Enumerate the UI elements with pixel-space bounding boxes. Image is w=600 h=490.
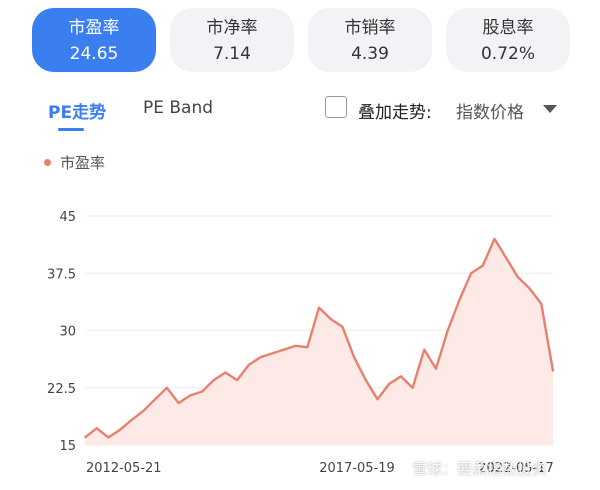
x-tick-label: 2017-05-19 [319,461,395,476]
pe-point [540,303,543,305]
active-tab-underline [58,128,84,131]
legend-marker [44,159,51,166]
pe-point [376,398,379,400]
watermark: 雪球：要柔指数投资 [412,460,548,478]
metric-value: 7.14 [213,44,251,64]
metric-value: 4.39 [351,44,389,64]
pe-point [142,409,145,412]
legend-label: 市盈率 [60,154,106,172]
metric-value: 24.65 [69,44,119,64]
chevron-down-icon[interactable] [543,105,557,113]
pe-point [154,398,156,400]
metric-label: 市净率 [206,18,258,38]
pe-point [400,375,402,378]
pe-point [201,390,203,393]
pe-point [306,346,309,349]
y-tick-label: 15 [59,439,76,454]
pe-point [505,257,508,259]
pe-point [248,364,250,366]
x-tick-label: 2012-05-21 [86,461,162,476]
pe-point [166,387,168,389]
data-points [84,238,554,439]
pe-point [177,402,180,404]
pe-point [95,427,98,429]
pe-point [458,299,461,301]
metric-value: 0.72% [480,44,535,64]
pe-point [365,379,367,381]
metric-ps[interactable]: 市销率 4.39 [308,8,432,72]
metric-label: 市销率 [344,18,396,38]
y-tick-label: 30 [59,325,76,340]
pe-point [294,345,297,347]
metric-pe[interactable]: 市盈率 24.65 [32,8,156,72]
pe-point [423,348,426,351]
chart-view-tabs: PE走势 PE Band 叠加走势: 指数价格 [0,94,600,134]
x-tick-label: 2022-05-17 [478,461,554,476]
pe-point [119,428,121,431]
pe-point [411,387,414,389]
pe-point [329,318,332,320]
pe-point [189,394,192,397]
valuation-metric-tabs: 市盈率 24.65 市净率 7.14 市销率 4.39 股息率 0.72% [32,8,572,72]
pe-point [435,367,437,370]
y-tick-label: 37.5 [47,267,76,282]
tab-pe-band[interactable]: PE Band [143,98,214,118]
overlay-checkbox[interactable] [325,96,347,118]
metric-pb[interactable]: 市净率 7.14 [170,8,294,72]
pe-chart: 15 22.5 30 37.5 45 2012-05-21 2017-05-19 2022-… [47,210,555,476]
pe-point [341,325,344,328]
pe-point [552,370,554,372]
pe-point [493,238,496,240]
metric-label: 市盈率 [68,18,120,38]
metric-dividend-yield[interactable]: 股息率 0.72% [446,8,570,72]
pe-point [446,329,449,332]
tab-pe-trend[interactable]: PE走势 [48,103,107,123]
metric-label: 股息率 [482,18,534,38]
pe-point [224,371,227,374]
pe-point [470,272,472,275]
y-tick-label: 45 [59,210,76,225]
x-axis-ticks: 2012-05-21 2017-05-19 2022-05-17 [86,461,554,476]
pe-point [107,436,110,439]
y-axis-ticks: 15 22.5 30 37.5 45 [47,210,76,454]
pe-point [388,383,391,385]
pe-point [528,287,531,290]
pe-point [271,352,274,355]
pe-point [131,419,133,421]
overlay-label: 叠加走势: [358,103,432,123]
y-tick-label: 22.5 [47,382,76,397]
pe-point [517,276,519,278]
pe-point [353,356,355,358]
pe-point [482,264,484,267]
pe-area [85,238,553,445]
pe-point [84,436,86,439]
pe-point [283,348,285,351]
pe-point [236,379,238,381]
pe-point [318,306,320,309]
overlay-select[interactable]: 指数价格 [456,103,524,123]
pe-point [259,356,262,358]
pe-point [212,379,215,381]
